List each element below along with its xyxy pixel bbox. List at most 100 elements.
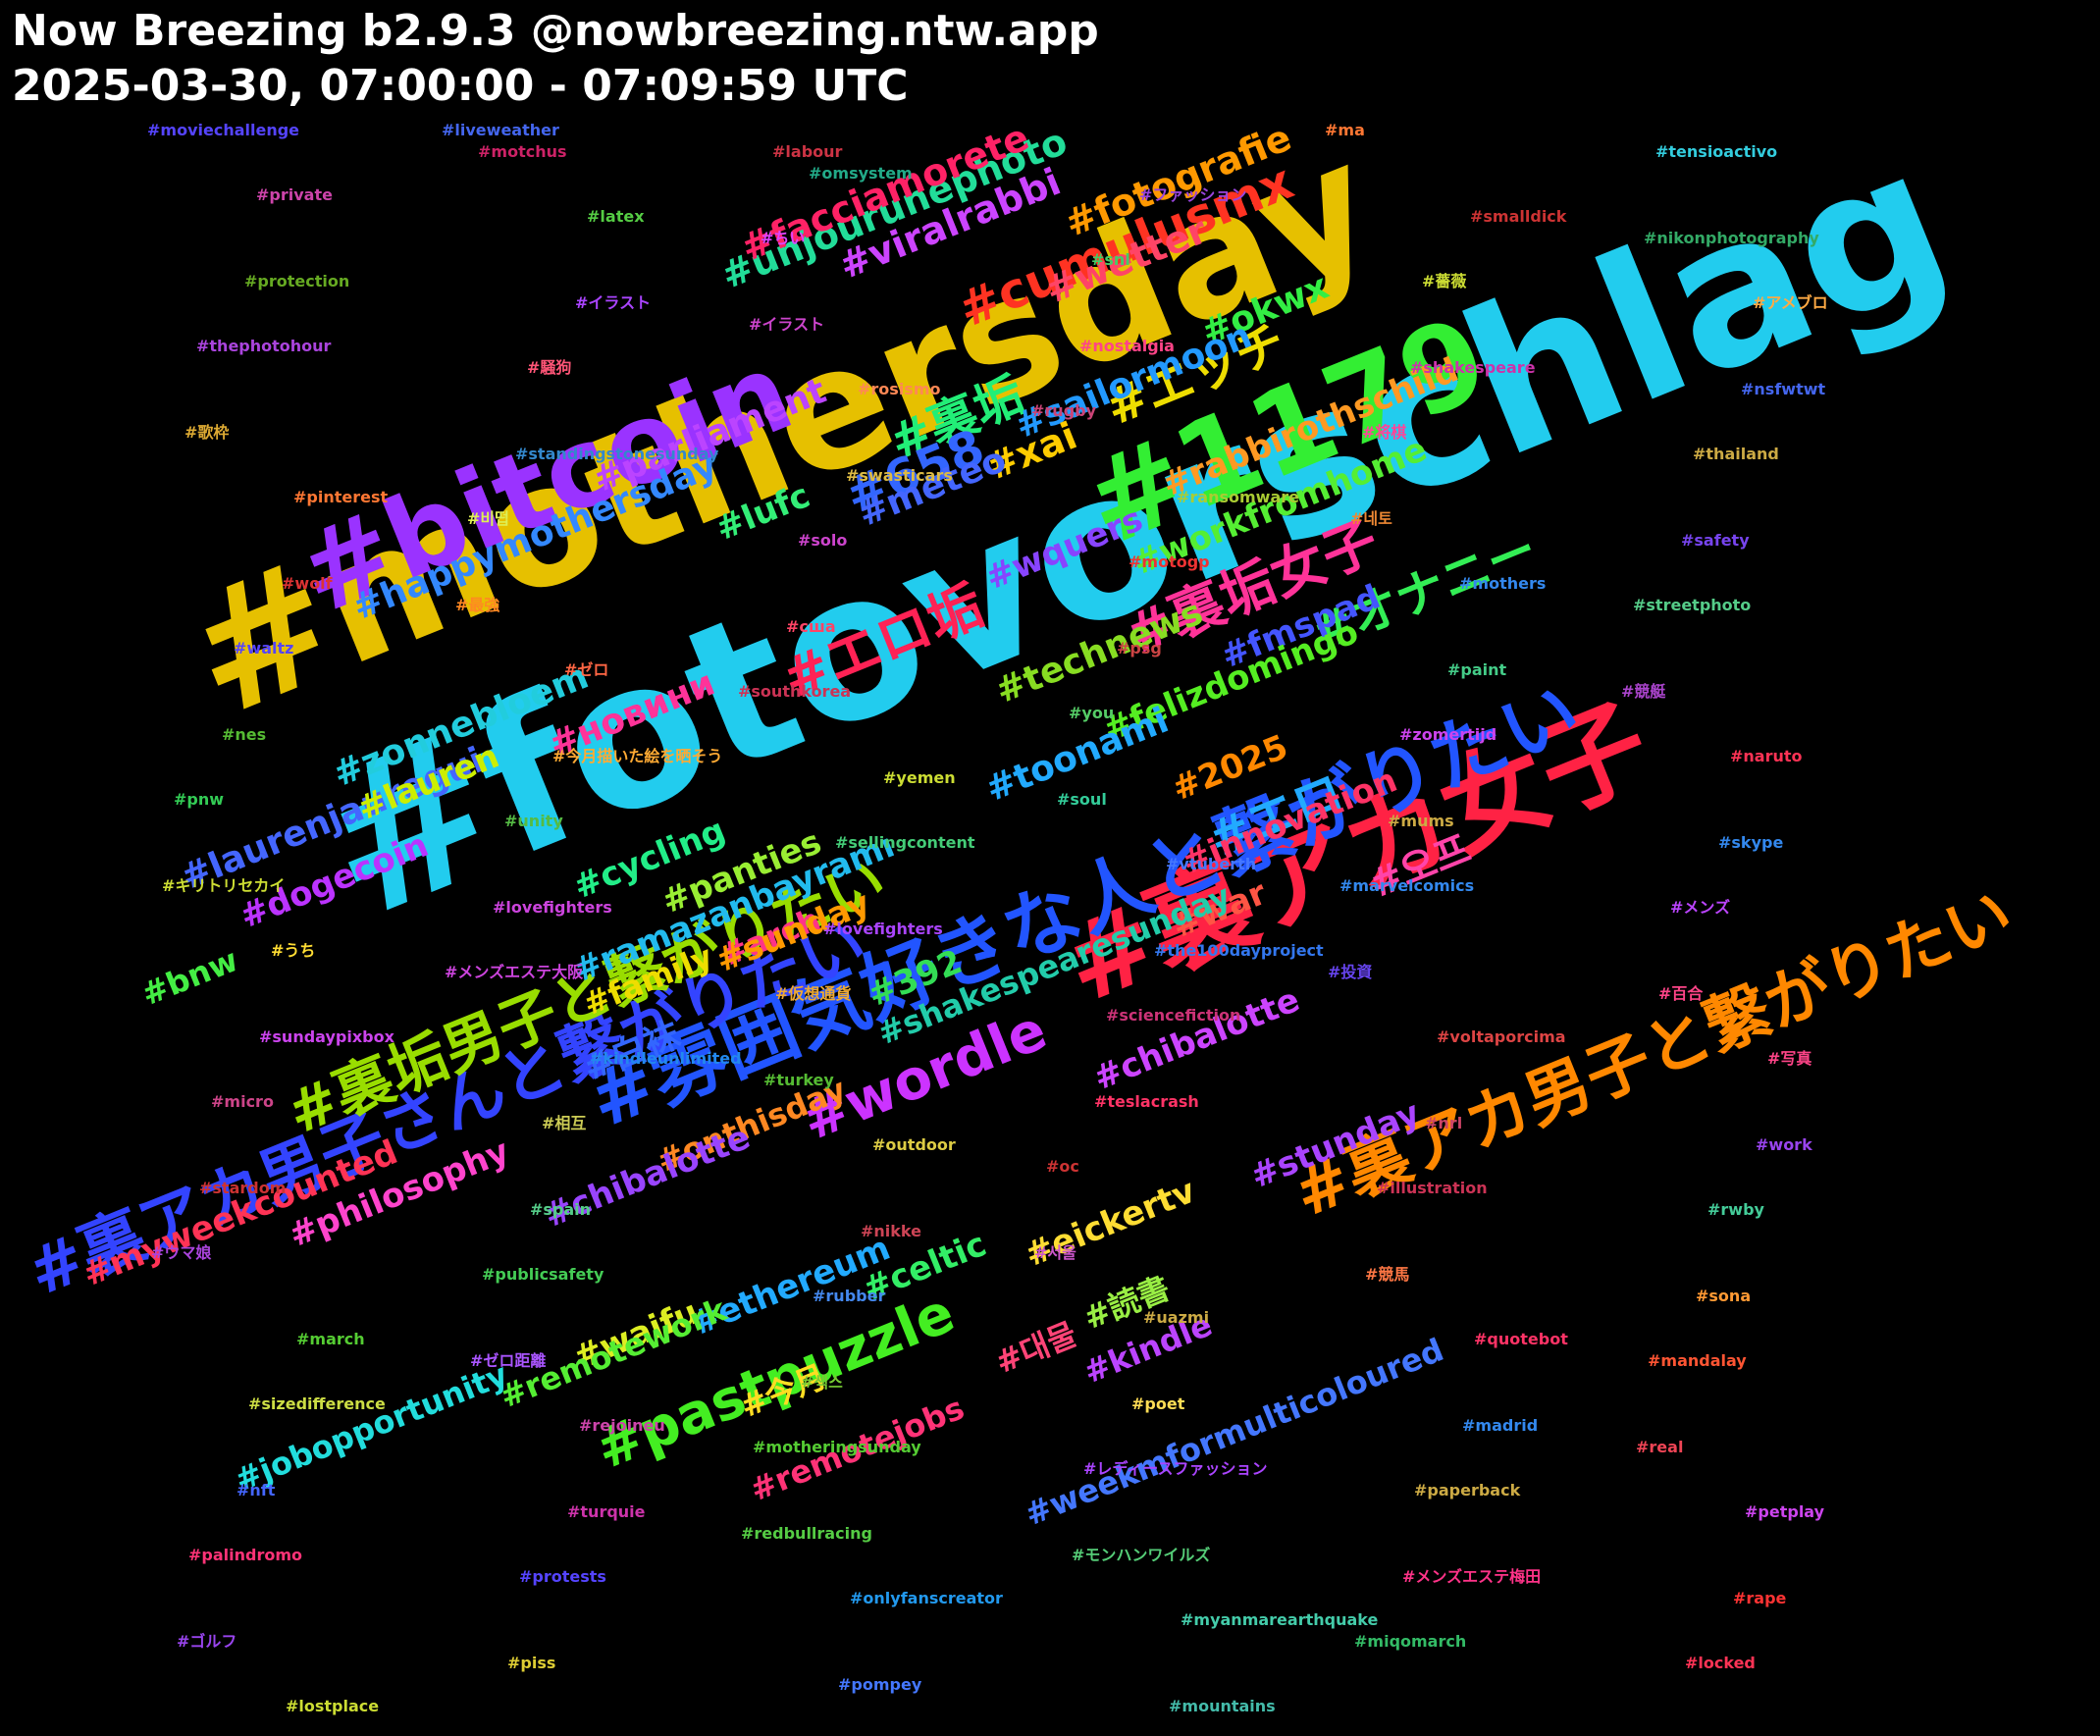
hashtag-tag: #ゴルフ (177, 1632, 237, 1651)
hashtag-tag: #投資 (1328, 963, 1373, 981)
hashtag-onlyfanscreator: #onlyfanscreator (850, 1589, 1003, 1607)
hashtag-shakespeare: #shakespeare (1410, 358, 1536, 377)
hashtag-petplay: #petplay (1745, 1502, 1825, 1521)
hashtag-spain: #spain (530, 1200, 592, 1219)
hashtag-redbullracing: #redbullracing (741, 1524, 872, 1543)
hashtag-nikonphotography: #nikonphotography (1644, 229, 1819, 247)
hashtag-soul: #soul (1057, 790, 1107, 809)
hashtag-vtuberth: #vtuberth (1166, 855, 1257, 873)
hashtag-naruto: #naruto (1730, 747, 1803, 765)
hashtag-tag: #네토 (1350, 509, 1392, 528)
hashtag-nes: #nes (222, 725, 267, 744)
page-title: Now Breezing b2.9.3 @nowbreezing.ntw.app (12, 6, 1099, 56)
hashtag-miqomarch: #miqomarch (1354, 1632, 1467, 1651)
hashtag-tag: #裏アカ男子と繋がりたい (1283, 874, 2023, 1233)
hashtag-tag: #写真 (1767, 1049, 1812, 1068)
hashtag-sellingcontent: #sellingcontent (835, 833, 975, 852)
hashtag-tag: #歌枠 (184, 423, 230, 442)
hashtag-tag: #競馬 (1365, 1265, 1410, 1284)
hashtag-tag: #薔薇 (1422, 272, 1467, 290)
hashtag-rubber: #rubber (813, 1287, 886, 1305)
hashtag-pnw: #pnw (174, 790, 225, 809)
hashtag-southkorea: #southkorea (738, 682, 852, 701)
hashtag-tag: #イラスト (575, 293, 652, 312)
hashtag-nikke: #nikke (861, 1222, 921, 1240)
hashtag-uazmi: #uazmi (1143, 1308, 1210, 1327)
hashtag-tag: #ゼロ (564, 660, 609, 679)
time-range: 2025-03-30, 07:00:00 - 07:09:59 UTC (12, 61, 909, 111)
hashtag-paint: #paint (1447, 660, 1507, 679)
hashtag-tag: #서울 (1034, 1243, 1076, 1262)
hashtag-paperback: #paperback (1414, 1481, 1521, 1499)
hashtag-tag: #メンズエステ梅田 (1402, 1567, 1542, 1586)
hashtag-jobopportunity: #jobopportunity (229, 1355, 513, 1499)
hashtag-motogp: #motogp (1129, 552, 1210, 571)
hashtag-mothers: #mothers (1459, 574, 1547, 593)
hashtag-sona: #sona (1696, 1287, 1752, 1305)
hashtag-omsystem: #omsystem (809, 164, 913, 183)
hashtag-publicsafety: #publicsafety (482, 1265, 604, 1284)
hashtag-protection: #protection (244, 272, 350, 290)
hashtag-ma: #ma (1325, 121, 1365, 139)
hashtag-tag: #競艇 (1621, 682, 1666, 701)
hashtag-madrid: #madrid (1462, 1416, 1539, 1435)
hashtag-tag: #イラスト (749, 315, 825, 334)
hashtag-tag: #レディースファッション (1083, 1459, 1268, 1478)
hashtag-tag: #сша (786, 617, 836, 636)
hashtag-tag: #将棋 (1362, 423, 1407, 442)
hashtag-nrl: #nrl (1425, 1114, 1463, 1132)
hashtag-marvelcomics: #marvelcomics (1339, 876, 1475, 895)
hashtag-work: #work (1756, 1135, 1812, 1154)
hashtag-rejoineu: #rejoineu (579, 1416, 665, 1435)
hashtag-nsfwtwt: #nsfwtwt (1741, 380, 1826, 398)
hashtag-lovefighters: #lovefighters (823, 920, 943, 938)
hashtag-tag: #アメブロ (1753, 293, 1828, 312)
hashtag-mums: #mums (1388, 812, 1454, 830)
hashtag-motchus: #motchus (478, 142, 567, 161)
hashtag-tag: #ゼロ距離 (470, 1351, 547, 1370)
hashtag-sizedifference: #sizedifference (248, 1394, 386, 1413)
hashtag-tag: #대물 (989, 1315, 1082, 1382)
hashtag-tag: #騒狗 (527, 358, 572, 377)
hashtag-mandalay: #mandalay (1648, 1351, 1747, 1370)
hashtag-zomertijd: #zomertijd (1399, 725, 1497, 744)
hashtag-tag: #相互 (542, 1114, 587, 1132)
hashtag-real: #real (1636, 1438, 1684, 1456)
hashtag-swasticars: #swasticars (846, 466, 953, 485)
hashtag-mountains: #mountains (1169, 1697, 1276, 1715)
hashtag-sciencefiction: #sciencefiction (1106, 1006, 1241, 1025)
hashtag-kindleunlimited: #kindleunlimited (590, 1049, 742, 1068)
hashtag-myanmarearthquake: #myanmarearthquake (1181, 1610, 1379, 1629)
hashtag-motheringsunday: #motheringsunday (753, 1438, 921, 1456)
hashtag-wolf: #wolf (282, 574, 333, 593)
hashtag-pompey: #pompey (838, 1675, 922, 1694)
hashtag-voltaporcima: #voltaporcima (1437, 1027, 1566, 1046)
hashtag-quotebot: #quotebot (1474, 1330, 1568, 1348)
hashtag-rosismo: #rosismo (858, 380, 941, 398)
hashtag-unity: #unity (504, 812, 563, 830)
hashtag-moviechallenge: #moviechallenge (147, 121, 300, 139)
hashtag-skype: #skype (1718, 833, 1784, 852)
hashtag-micro: #micro (211, 1092, 274, 1111)
hashtag-tag: #メンズ (1670, 898, 1731, 917)
hashtag-latex: #latex (587, 207, 645, 226)
hashtag-sundaypixbox: #sundaypixbox (259, 1027, 394, 1046)
hashtag-tag: #モンハンワイルズ (1072, 1546, 1211, 1564)
hashtag-stardom: #stardom (199, 1179, 287, 1197)
hashtag-snl: #snl (1091, 250, 1130, 269)
hashtag-oc: #oc (1046, 1157, 1079, 1176)
hashtag-outdoor: #outdoor (872, 1135, 956, 1154)
hashtag-tag: #今月描いた絵を晒そう (552, 747, 723, 765)
hashtag-psg: #psg (1117, 639, 1162, 658)
hashtag-tag: #섹스 (801, 1373, 843, 1392)
hashtag-locked: #locked (1685, 1654, 1756, 1672)
hashtag-tag: #ちい (761, 229, 806, 247)
hashtag-ransomware: #ransomware (1177, 488, 1299, 506)
hashtag-rape: #rape (1733, 1589, 1787, 1607)
hashtag-waltz: #waltz (234, 639, 294, 658)
hashtag-lostplace: #lostplace (286, 1697, 380, 1715)
hashtag-thailand: #thailand (1693, 445, 1779, 463)
hashtag-tag: #ウマ娘 (151, 1243, 212, 1262)
hashtag-nostalgia: #nostalgia (1079, 337, 1175, 355)
